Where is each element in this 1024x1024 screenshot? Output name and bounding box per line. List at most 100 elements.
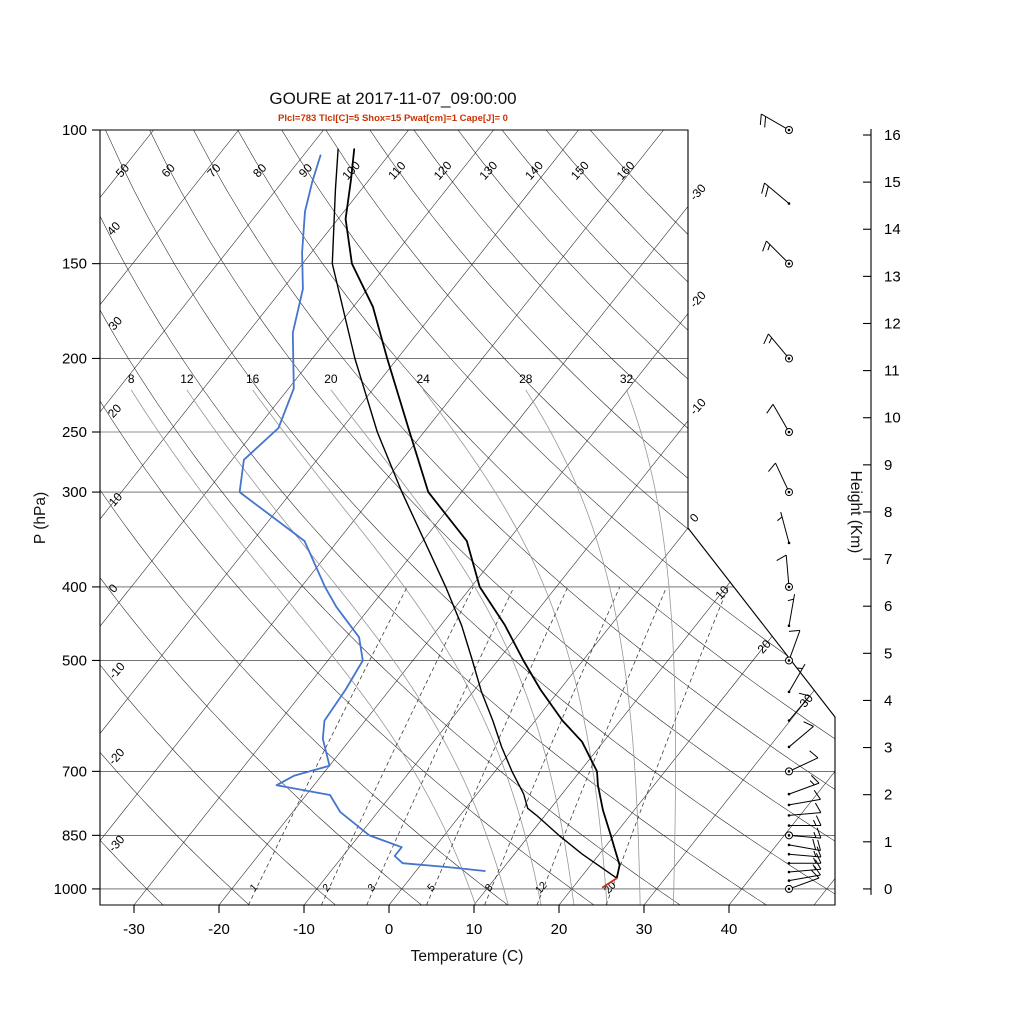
dry-adiabat-line [100, 130, 767, 905]
wind-barb-feather [817, 839, 821, 851]
wind-barb-staff [788, 594, 796, 626]
wind-station-dot [787, 262, 791, 265]
wind-barb-staff [768, 333, 790, 359]
axes: -30 -20 -10 0 10 20 30 401001502002503004005007… [54, 122, 901, 938]
wind-station-dot [787, 803, 791, 807]
temperature-curve [344, 148, 621, 880]
moist-adiabat-line [252, 389, 542, 905]
dry-adiabat-line [100, 130, 336, 905]
isotherm-diagonal-label: 10 [712, 583, 732, 603]
isotherm-line [643, 130, 835, 905]
pressure-tick-label: 200 [62, 350, 87, 367]
dry-adiabat-line [237, 130, 835, 905]
dry-adiabat-line [325, 130, 835, 905]
isotherm-line [100, 130, 494, 905]
dry-adiabat-top-label: 110 [385, 158, 408, 182]
mixing-ratio-line [321, 586, 474, 905]
height-tick-label: 10 [884, 410, 901, 427]
wind-barb-feather [803, 721, 814, 727]
isotherm-line [303, 130, 835, 905]
pressure-tick-label: 1000 [54, 881, 87, 898]
moist-adiabat-label: 32 [620, 372, 634, 386]
dry-adiabat-top-label: 130 [477, 158, 501, 182]
wind-barb-feather [763, 333, 769, 345]
wind-station-dot [787, 814, 791, 817]
height-tick-label: 4 [884, 692, 892, 709]
wind-station-dot [787, 861, 791, 865]
wind-station-dot [787, 887, 791, 891]
wind-barb-staff [788, 844, 821, 851]
height-tick-label: 15 [884, 174, 901, 191]
mixing-ratio-line [248, 586, 408, 905]
wind-station-dot [787, 770, 791, 773]
wind-barb-feather [816, 846, 822, 858]
height-tick-label: 13 [884, 268, 901, 285]
dewpoint-curve [238, 154, 486, 872]
wind-barb-feather [813, 865, 821, 876]
wind-barb-feather [815, 853, 822, 864]
pressure-tick-label: 250 [62, 424, 87, 441]
dry-adiabat-line [149, 130, 835, 905]
temperature-tick-label: 20 [551, 921, 568, 938]
isotherm-diagonal-label: 20 [755, 637, 775, 657]
wind-barb-halffeather [813, 850, 817, 857]
dry-adiabat-line [501, 130, 835, 905]
isotherm-line [100, 130, 409, 905]
wind-station-dot [787, 541, 791, 545]
temperature-tick-label: 10 [466, 921, 483, 938]
isotherm-line [813, 130, 835, 905]
dry-adiabat-line [545, 130, 835, 905]
dry-adiabat-line [100, 130, 681, 905]
chart-stats-subtitle: Plcl=783 Tlcl[C]=5 Shox=15 Pwat[cm]=1 Ca… [278, 113, 508, 124]
wind-barb-feather [788, 629, 800, 632]
temperature-tick-label: -20 [208, 921, 230, 938]
mixing-ratio-line [484, 586, 621, 905]
wind-barb-staff [788, 868, 821, 873]
isotherm-right-label: -20 [687, 288, 709, 310]
wind-station-dot [787, 824, 791, 827]
height-tick-label: 0 [884, 881, 892, 898]
moist-adiabat-label: 20 [324, 372, 338, 386]
wind-barb-staff [788, 630, 801, 661]
moist-adiabat-label: 12 [180, 372, 194, 386]
pressure-axis-label: P (hPa) [32, 492, 49, 544]
wind-barb-staff [788, 798, 821, 806]
moist-adiabat-line [330, 389, 575, 905]
isotherm-line [558, 130, 835, 905]
dry-adiabat-left-label: 30 [106, 313, 126, 333]
wind-station-dot [787, 870, 791, 874]
moist-adiabat-label: 16 [246, 372, 260, 386]
moist-adiabat-label: 24 [416, 372, 430, 386]
mixing-ratio-line [366, 586, 515, 905]
sounding-curves [238, 148, 621, 889]
pressure-tick-label: 850 [62, 827, 87, 844]
isotherm-line [100, 130, 239, 905]
wind-barbs [759, 113, 822, 893]
pressure-tick-label: 400 [62, 579, 87, 596]
isotherm-line [100, 130, 579, 905]
dry-adiabat-left-label: -20 [105, 745, 127, 767]
mixing-ratio-label: 12 [533, 879, 550, 896]
wind-station-dot [787, 585, 791, 589]
wind-barb-halffeather [777, 516, 783, 522]
dry-adiabat-top-label: 90 [296, 161, 316, 181]
wind-barb-halffeather [812, 864, 817, 870]
wind-barb-feather [798, 692, 810, 697]
wind-barb-staff [788, 853, 821, 858]
wind-station-dot [787, 357, 791, 360]
chart-title: GOURE at 2017-11-07_09:00:00 [269, 89, 516, 108]
pressure-tick-label: 300 [62, 484, 87, 501]
dry-adiabat-line [100, 130, 422, 905]
temperature-tick-label: 40 [721, 921, 738, 938]
isotherm-right-label: -30 [687, 181, 709, 203]
wind-barb-feather [812, 838, 817, 850]
wind-barb-feather [759, 113, 762, 126]
dry-adiabat-left-label: 0 [106, 581, 121, 596]
isotherm-right-label: -10 [687, 395, 709, 417]
wind-barb-feather [813, 790, 821, 800]
wind-barb-staff [780, 511, 790, 544]
pressure-tick-label: 700 [62, 763, 87, 780]
temperature-axis-label: Temperature (C) [411, 948, 524, 965]
dry-adiabat-top-label: 60 [159, 161, 179, 181]
dry-adiabat-line [100, 130, 508, 905]
